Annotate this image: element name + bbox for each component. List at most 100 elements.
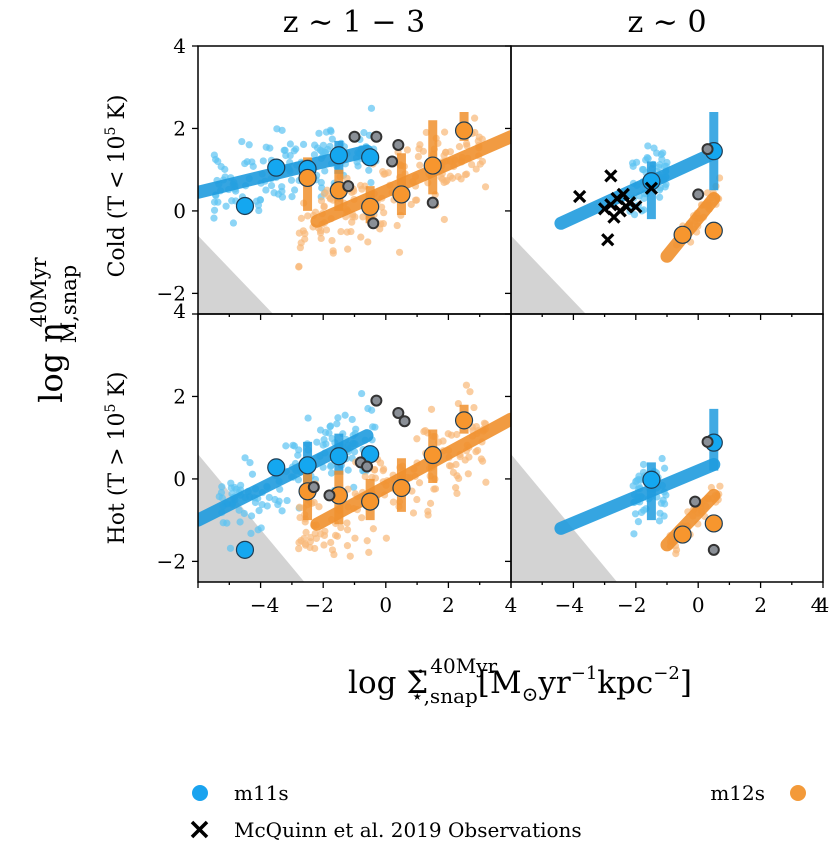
outlined-point [370, 394, 383, 407]
m11s-cloud-point [227, 484, 235, 492]
m11s-cloud-point [656, 509, 664, 517]
m12s-cloud-point [416, 141, 424, 149]
m11s-cloud-point [299, 140, 308, 148]
m12s-cloud-point [393, 221, 401, 230]
m11s-cloud-point [283, 496, 291, 505]
outlined-point [707, 543, 720, 556]
m11s-cloud-point [358, 389, 366, 398]
m11s-cloud-point [628, 159, 637, 167]
m12s-cloud-point [407, 200, 415, 209]
x-tick-label: 4 [811, 593, 824, 617]
m11s-cloud-point [226, 544, 235, 552]
m11s-cloud-point [248, 470, 257, 478]
m12s-cloud-point [301, 541, 310, 549]
m12s-cloud-point [414, 152, 422, 161]
legend-m12s-label: m12s [710, 781, 765, 805]
shaded-region [511, 235, 586, 314]
m11s-cloud-point [644, 142, 652, 150]
y-tick-label: 2 [173, 384, 186, 408]
m11s-median-point [235, 196, 255, 216]
m11s-cloud-point [313, 144, 322, 152]
y-tick-label: −2 [157, 549, 186, 573]
m12s-cloud-point [320, 202, 328, 210]
m12s-cloud-point [311, 544, 319, 553]
m11s-cloud-point [365, 166, 373, 174]
m12s-cloud-point [395, 248, 404, 256]
outlined-point [701, 143, 714, 156]
outlined-point [701, 435, 714, 448]
y-tick-label: 0 [173, 199, 186, 223]
m11s-cloud-point [255, 507, 263, 515]
m12s-cloud-point [296, 244, 304, 252]
m11s-cloud-point [318, 184, 326, 192]
m12s-cloud-point [323, 186, 331, 194]
m11s-cloud-point [238, 137, 246, 146]
m11s-cloud-point [212, 155, 220, 164]
m12s-cloud-point [413, 495, 421, 504]
m11s-cloud-point [310, 151, 319, 159]
m12s-cloud-point [295, 503, 304, 511]
m12s-cloud-point [447, 462, 455, 470]
m12s-cloud-point [455, 474, 463, 483]
m11s-cloud-point [656, 161, 664, 169]
m11s-cloud-point [278, 507, 286, 515]
m12s-cloud-point [343, 228, 351, 236]
m12s-cloud-point [343, 519, 351, 527]
m12s-cloud-point [403, 146, 412, 154]
m12s-cloud-point [470, 403, 478, 412]
outlined-point [392, 138, 405, 151]
m11s-cloud-point [319, 441, 327, 449]
m11s-cloud-point [321, 148, 329, 156]
m11s-cloud-point [658, 454, 666, 463]
m11s-cloud-point [235, 506, 243, 514]
observation-point [604, 169, 618, 183]
x-tick-label: 4 [817, 593, 830, 617]
m11s-cloud-point [210, 206, 219, 214]
m12s-cloud-point [439, 437, 447, 445]
m11s-cloud-point [240, 509, 248, 518]
x-tick-label: 0 [692, 593, 705, 617]
m12s-cloud-point [471, 114, 479, 122]
m12s-cloud-point [317, 197, 326, 205]
m12s-cloud-point [466, 388, 474, 396]
m11s-cloud-point [661, 464, 669, 472]
m11s-cloud-point [270, 189, 278, 197]
m11s-median-point [235, 540, 255, 559]
m12s-cloud-point [464, 470, 472, 478]
m11s-cloud-point [278, 183, 286, 191]
m12s-cloud-point [478, 457, 487, 465]
m12s-cloud-point [453, 430, 461, 439]
m11s-median-point [267, 158, 286, 177]
m11s-cloud-point [262, 186, 270, 194]
x-tick-label: 2 [442, 593, 455, 617]
m12s-median-point [454, 121, 474, 140]
m12s-cloud-point [337, 523, 345, 532]
col-title-z1-3: z ∼ 1 − 3 [283, 5, 425, 40]
shaded-region [198, 454, 305, 582]
m12s-cloud-point [379, 168, 387, 176]
m12s-cloud-point [327, 538, 335, 547]
m11s-median-point [298, 456, 317, 475]
panel-1 [511, 111, 724, 314]
m11s-cloud-point [247, 512, 256, 520]
m12s-cloud-point [363, 537, 371, 545]
m11s-cloud-point [334, 414, 342, 422]
m12s-median-point [392, 478, 411, 498]
m12s-cloud-point [320, 541, 328, 549]
y-tick-label: 2 [173, 116, 186, 140]
m12s-cloud-point [449, 468, 458, 477]
m12s-cloud-point [389, 498, 397, 506]
outlined-point [692, 188, 705, 201]
outlined-point [386, 155, 399, 168]
m12s-median-point [361, 197, 380, 216]
m11s-cloud-point [371, 423, 379, 431]
y-tick-label: −2 [157, 281, 186, 305]
col-title-z0: z ∼ 0 [627, 5, 706, 40]
x-tick-label: −2 [617, 593, 646, 617]
m12s-cloud-point [424, 511, 432, 519]
m11s-cloud-point [327, 461, 335, 470]
y-axis-label: log η40Myr M,snap [27, 256, 81, 402]
m12s-median-point [361, 492, 380, 511]
m11s-cloud-point [315, 129, 323, 137]
x-tick-label: 0 [379, 593, 392, 617]
